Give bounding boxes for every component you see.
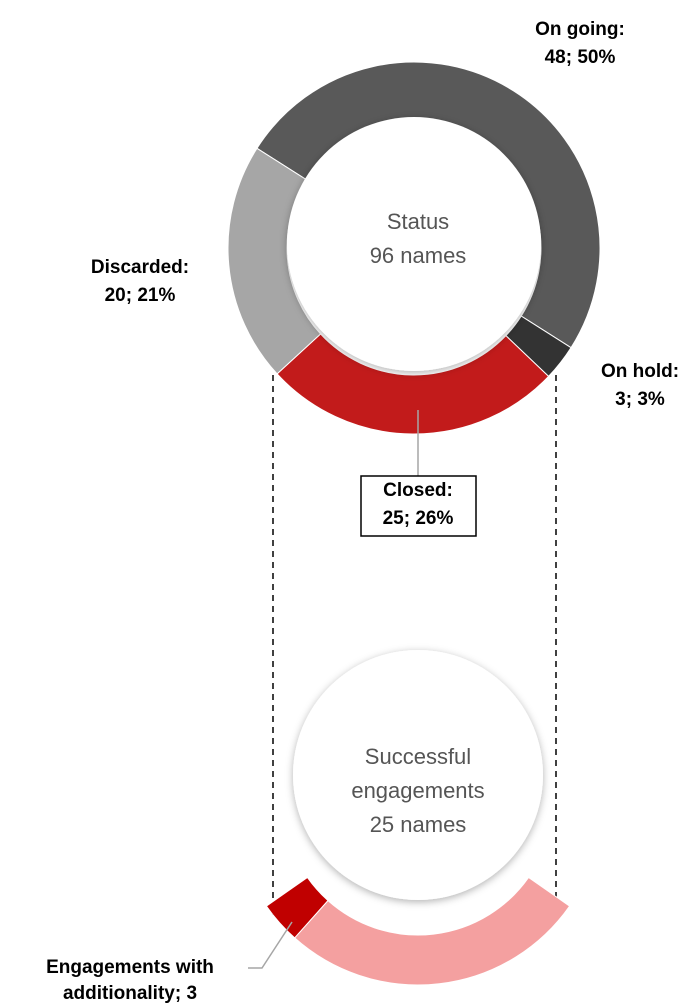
leader-line [248, 921, 293, 969]
center-text: Successful engagements 25 names [338, 740, 498, 842]
center-text: Status 96 names [318, 205, 518, 273]
donut-segment [293, 876, 571, 986]
category-label: On hold: [601, 361, 679, 382]
value-label: 48; 50% [545, 47, 616, 68]
donut-hole [287, 117, 541, 371]
donut-hole [293, 650, 543, 900]
center-title: Status [386, 209, 450, 234]
value-label: 3 [186, 983, 198, 1004]
category-label: Discarded: [91, 257, 189, 278]
category-label: On going: [535, 19, 625, 40]
donut-segment [265, 876, 329, 939]
center-title: Successful engagements [351, 744, 485, 803]
value-label: 25; 26% [383, 508, 454, 529]
category-label: Closed: [383, 480, 453, 501]
center-subtitle: 25 names [369, 812, 467, 837]
label-box [360, 475, 477, 537]
data-label: Engagements with additionality; 3 [10, 955, 250, 1007]
value-label: 3; 3% [615, 389, 665, 410]
labels: On going: 48; 50% On hold: 3; 3% Closed: 25; … [91, 19, 679, 529]
value-label: 20; 21% [105, 285, 176, 306]
donut-segment [227, 147, 322, 375]
category-label: Engagements with additionality; [46, 957, 214, 1004]
marks [227, 61, 601, 986]
center-subtitle: 96 names [369, 243, 467, 268]
